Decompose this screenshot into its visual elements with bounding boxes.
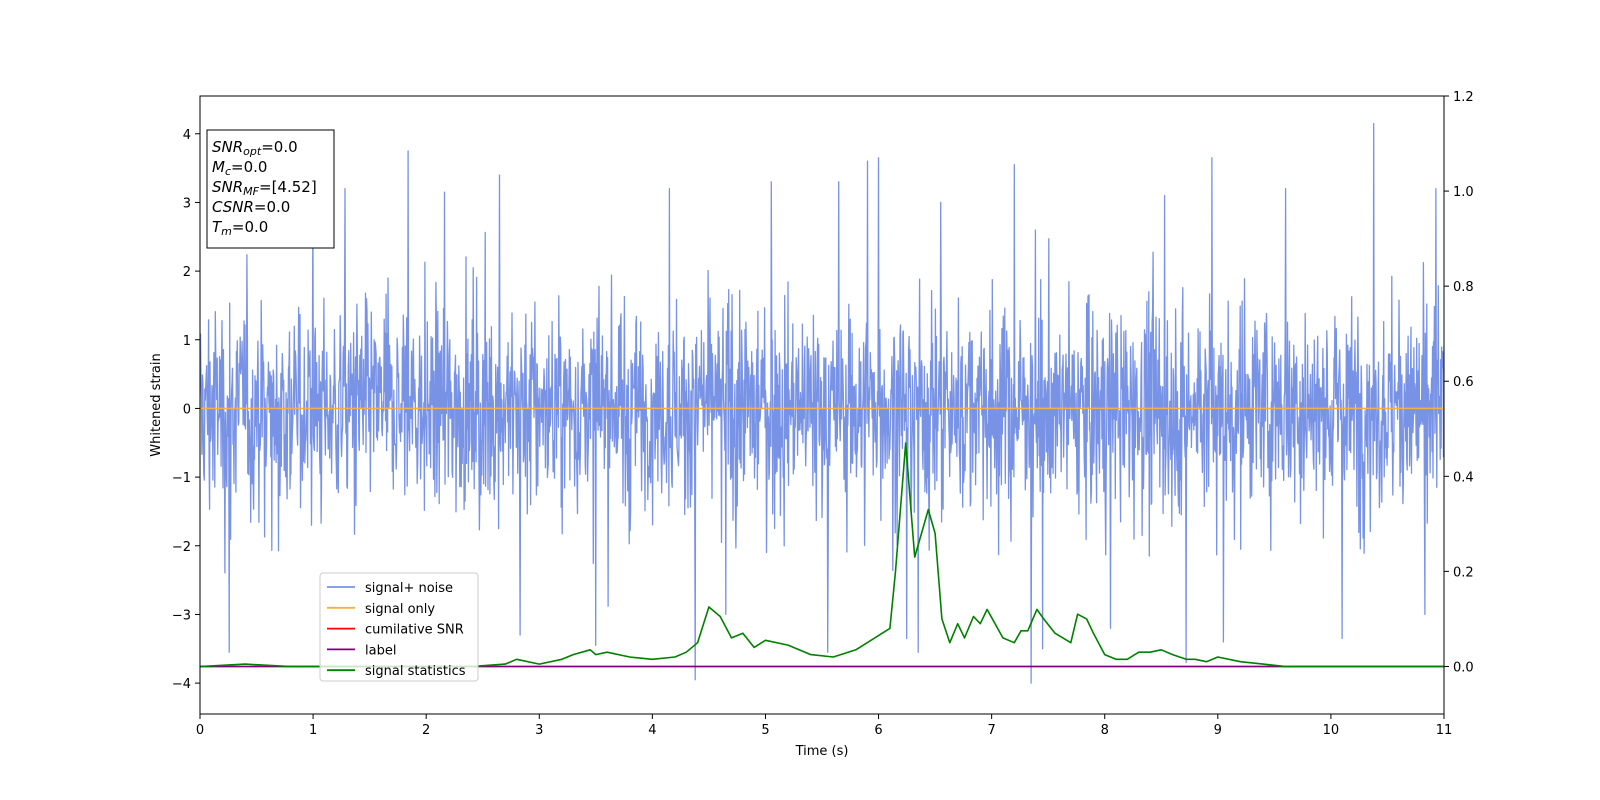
info-symbol: M — [212, 158, 225, 176]
y2-tick-label: 1.0 — [1453, 185, 1474, 200]
info-line: SNRopt=0.0 — [212, 138, 298, 158]
legend-label-label: label — [365, 643, 396, 658]
series-signal-statistics — [200, 442, 1444, 668]
y2-tick-label: 0.0 — [1453, 660, 1474, 675]
y-axis-right: 0.0 0.2 0.4 0.6 0.8 1.0 1.2 — [1444, 90, 1474, 675]
info-value: =0.0 — [232, 218, 268, 236]
y-tick-label: 3 — [183, 196, 191, 211]
y-axis-label: Whitened strain — [149, 353, 164, 456]
y-tick-label: 0 — [183, 402, 191, 417]
x-tick-label: 6 — [874, 723, 882, 738]
info-line: Mc=0.0 — [212, 158, 267, 178]
info-box: SNRopt=0.0Mc=0.0SNRMF=[4.52]CSNR=0.0Tm=0… — [206, 129, 335, 249]
y-tick-label: 2 — [183, 265, 191, 280]
x-tick-label: 0 — [196, 723, 204, 738]
legend: signal+ noise signal only cumilative SNR la… — [319, 572, 479, 682]
info-symbol: SNR — [212, 178, 243, 196]
legend-label-signal-statistics: signal statistics — [365, 664, 466, 679]
series-signal-noise — [200, 122, 1444, 684]
info-symbol: T — [212, 218, 223, 236]
y-tick-label: 4 — [183, 128, 191, 143]
info-value: =0.0 — [254, 198, 290, 216]
info-line: CSNR=0.0 — [212, 198, 290, 216]
info-symbol: CSNR — [212, 198, 254, 216]
info-value: =0.0 — [231, 158, 267, 176]
legend-frame — [319, 572, 479, 682]
x-axis: 0 1 2 3 4 5 6 7 8 9 10 11 — [196, 714, 1452, 738]
info-value: =[4.52] — [259, 178, 317, 196]
x-tick-label: 5 — [761, 723, 769, 738]
y2-tick-label: 0.2 — [1453, 565, 1474, 580]
x-tick-label: 7 — [987, 723, 995, 738]
y-tick-label: −2 — [172, 540, 191, 555]
y-tick-label: 1 — [183, 334, 191, 349]
x-tick-label: 9 — [1214, 723, 1222, 738]
info-subscript: c — [225, 165, 231, 178]
plot-frame — [199, 95, 1445, 715]
y-tick-label: −3 — [172, 608, 191, 623]
x-tick-label: 3 — [535, 723, 543, 738]
y2-tick-label: 0.8 — [1453, 280, 1474, 295]
y-axis-left: −4 −3 −2 −1 0 1 2 3 4 — [172, 128, 200, 692]
y2-tick-label: 1.2 — [1453, 90, 1474, 105]
x-tick-label: 11 — [1436, 723, 1453, 738]
x-tick-label: 8 — [1101, 723, 1109, 738]
info-line: SNRMF=[4.52] — [212, 178, 317, 198]
x-tick-label: 1 — [309, 723, 317, 738]
info-subscript: MF — [243, 185, 259, 198]
x-axis-label: Time (s) — [795, 744, 849, 759]
y2-tick-label: 0.4 — [1453, 470, 1474, 485]
info-box-frame — [206, 129, 335, 249]
y2-tick-label: 0.6 — [1453, 375, 1474, 390]
info-symbol: SNR — [212, 138, 243, 156]
x-tick-label: 10 — [1323, 723, 1340, 738]
legend-label-signal-only: signal only — [365, 602, 435, 617]
info-subscript: m — [221, 225, 232, 238]
x-tick-label: 4 — [648, 723, 656, 738]
x-tick-label: 2 — [422, 723, 430, 738]
y-tick-label: −1 — [172, 471, 191, 486]
info-subscript: opt — [243, 145, 262, 158]
legend-label-signal-noise: signal+ noise — [365, 581, 453, 596]
info-line: Tm=0.0 — [212, 218, 268, 238]
legend-label-cumilative-snr: cumilative SNR — [365, 623, 464, 638]
info-value: =0.0 — [261, 138, 297, 156]
y-tick-label: −4 — [172, 677, 191, 692]
